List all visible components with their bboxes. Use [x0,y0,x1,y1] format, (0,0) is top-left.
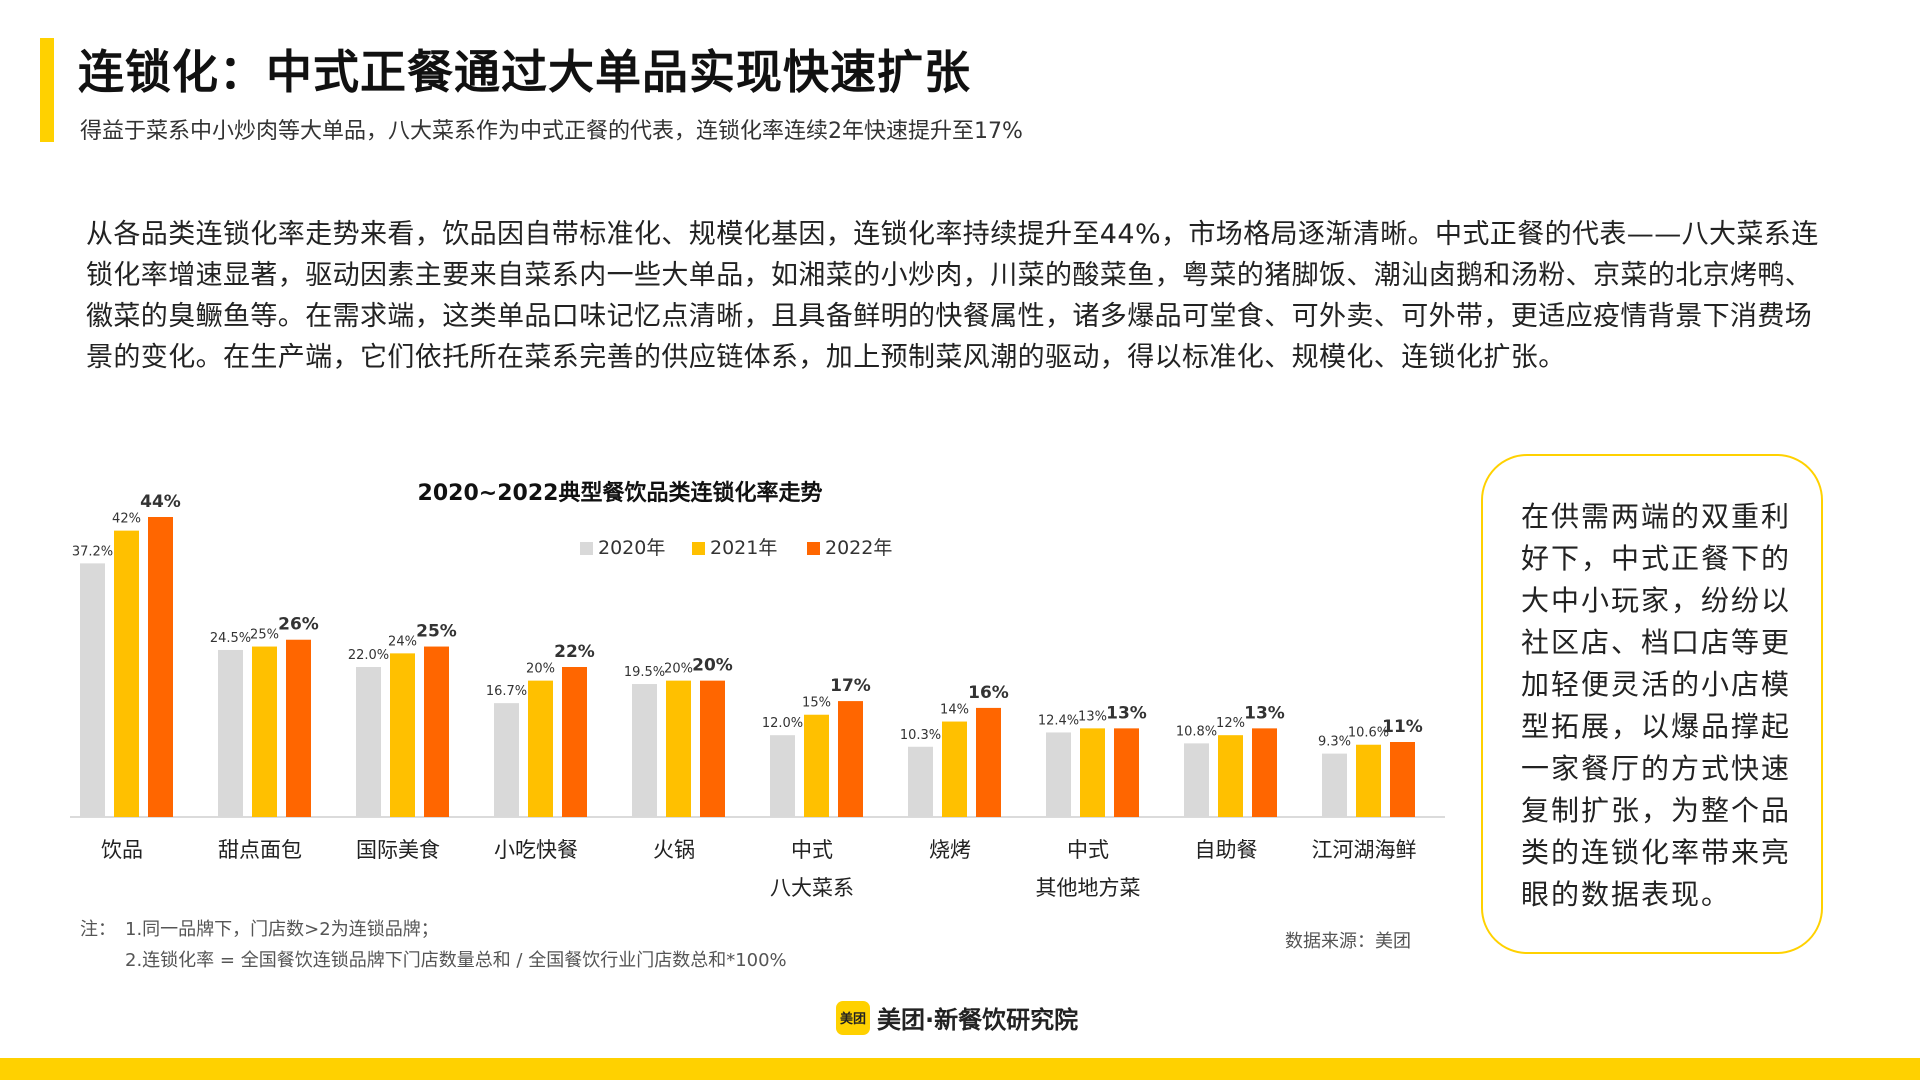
data-source: 数据来源：美团 [1285,931,1411,952]
data-label-5-1: 15% [802,696,831,711]
bar-8-1 [1218,735,1243,817]
data-label-6-1: 14% [940,703,969,718]
category-label-4-0: 火锅 [653,838,695,862]
data-label-2-0: 22.0% [348,648,389,663]
bar-6-2 [976,707,1001,817]
category-label-5-1: 八大菜系 [770,876,854,900]
bar-4-1 [666,680,691,817]
bar-9-2 [1390,742,1415,817]
bar-6-0 [908,746,933,817]
bar-0-0 [80,563,105,817]
legend-label-1: 2021年 [710,537,777,559]
data-label-3-1: 20% [526,662,555,677]
bar-chart: 2020~2022典型餐饮品类连锁化率走势 2020年 2021年 2022年 37.2… [70,480,1445,900]
data-label-7-0: 12.4% [1038,713,1079,728]
bar-1-2 [286,639,311,817]
category-label-7-1: 其他地方菜 [1036,876,1141,900]
bottom-accent-bar [0,1058,1920,1080]
data-label-7-1: 13% [1078,709,1107,724]
data-label-0-1: 42% [112,512,141,527]
data-label-0-2: 44% [140,492,181,512]
bar-7-2 [1114,728,1139,817]
bar-6-1 [942,721,967,817]
category-label-2-0: 国际美食 [356,838,440,862]
data-label-3-2: 22% [554,642,595,662]
bar-2-0 [356,667,381,817]
data-label-7-2: 13% [1106,703,1147,723]
bar-4-0 [632,684,657,817]
bar-3-2 [562,667,587,817]
callout-box: 在供需两端的双重利好下，中式正餐下的大中小玩家，纷纷以社区店、档口店等更加轻便灵… [1481,454,1823,954]
bar-1-1 [252,646,277,817]
bar-8-2 [1252,728,1277,817]
callout-text: 在供需两端的双重利好下，中式正餐下的大中小玩家，纷纷以社区店、档口店等更加轻便灵… [1521,500,1792,911]
brand-footer: 美团 美团·新餐饮研究院 [836,1000,1078,1035]
bar-2-1 [390,653,415,817]
data-label-5-2: 17% [830,676,871,696]
page-subtitle: 得益于菜系中小炒肉等大单品，八大菜系作为中式正餐的代表，连锁化率连续2年快速提升… [80,119,1023,144]
data-label-8-2: 13% [1244,703,1285,723]
notes-label: 注： [80,919,116,940]
data-label-9-2: 11% [1382,717,1423,737]
data-label-8-0: 10.8% [1176,724,1217,739]
data-label-1-2: 26% [278,615,319,635]
note-line-1: 1.同一品牌下，门店数>2为连锁品牌； [125,919,439,940]
chart-title: 2020~2022典型餐饮品类连锁化率走势 [418,480,823,506]
category-label-5-0: 中式 [791,838,833,862]
bar-2-2 [424,646,449,817]
bar-7-0 [1046,732,1071,817]
category-label-7-0: 中式 [1067,838,1109,862]
data-label-5-0: 12.0% [762,716,803,731]
bar-7-1 [1080,728,1105,817]
data-label-8-1: 12% [1216,716,1245,731]
legend-swatch-2 [807,542,820,555]
brand-name: 美团·新餐饮研究院 [877,1006,1079,1034]
data-label-1-1: 25% [250,628,279,643]
bar-5-2 [838,701,863,817]
bar-9-1 [1356,744,1381,817]
data-label-4-1: 20% [664,662,693,677]
legend-swatch-1 [692,542,705,555]
bar-9-0 [1322,753,1347,817]
bar-3-1 [528,680,553,817]
category-label-3-0: 小吃快餐 [494,838,578,862]
data-label-2-2: 25% [416,622,457,642]
page-title: 连锁化：中式正餐通过大单品实现快速扩张 [78,45,971,99]
data-label-9-0: 9.3% [1318,735,1351,750]
bar-5-1 [804,714,829,817]
data-label-3-0: 16.7% [486,684,527,699]
data-label-2-1: 24% [388,634,417,649]
data-label-6-2: 16% [968,683,1009,703]
bar-0-2 [148,517,173,817]
body-paragraph: 从各品类连锁化率走势来看，饮品因自带标准化、规模化基因，连锁化率持续提升至44%… [86,219,1819,373]
category-label-1-0: 甜点面包 [218,838,302,862]
legend-swatch-0 [580,542,593,555]
note-line-2: 2.连锁化率 = 全国餐饮连锁品牌下门店数量总和 / 全国餐饮行业门店数总和*1… [125,950,787,971]
data-label-9-1: 10.6% [1348,726,1389,741]
bar-1-0 [218,649,243,817]
title-accent-bar [40,38,54,142]
category-label-9-0: 江河湖海鲜 [1312,838,1417,862]
meituan-logo-icon: 美团 [836,1000,870,1035]
bar-5-0 [770,735,795,817]
legend-label-0: 2020年 [598,537,665,559]
data-label-4-2: 20% [692,656,733,676]
data-label-0-0: 37.2% [72,544,113,559]
bar-0-1 [114,530,139,817]
bar-3-0 [494,703,519,817]
data-label-4-0: 19.5% [624,665,665,680]
footnotes: 注： 1.同一品牌下，门店数>2为连锁品牌； 2.连锁化率 = 全国餐饮连锁品牌下… [80,914,787,976]
data-label-6-0: 10.3% [900,728,941,743]
bar-8-0 [1184,743,1209,817]
data-label-1-0: 24.5% [210,631,251,646]
category-label-6-0: 烧烤 [929,838,971,862]
bar-4-2 [700,680,725,817]
legend-label-2: 2022年 [825,537,892,559]
category-label-0-0: 饮品 [101,838,143,862]
category-label-8-0: 自助餐 [1195,838,1258,862]
